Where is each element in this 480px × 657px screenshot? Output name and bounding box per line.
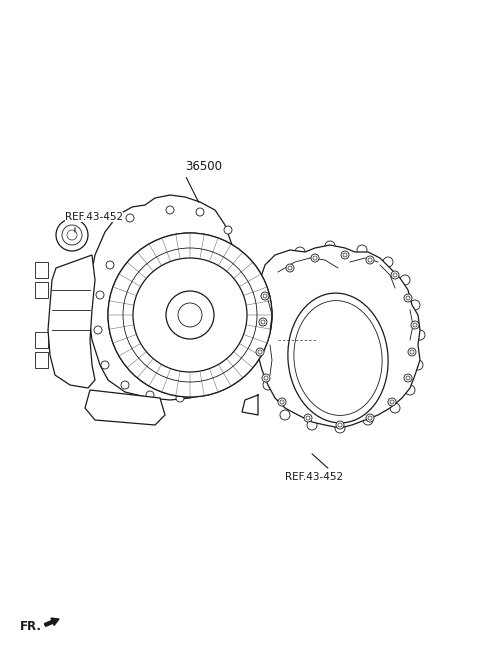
FancyArrow shape — [45, 618, 59, 626]
Circle shape — [413, 323, 417, 327]
Text: REF.43-452: REF.43-452 — [285, 472, 343, 482]
Circle shape — [295, 247, 305, 257]
Circle shape — [146, 391, 154, 399]
Polygon shape — [48, 255, 95, 388]
Circle shape — [178, 303, 202, 327]
Circle shape — [101, 361, 109, 369]
Circle shape — [405, 385, 415, 395]
Circle shape — [286, 264, 294, 272]
Circle shape — [121, 381, 129, 389]
Circle shape — [106, 261, 114, 269]
Circle shape — [306, 416, 310, 420]
Circle shape — [313, 256, 317, 260]
Circle shape — [325, 241, 335, 251]
Bar — [35, 282, 48, 298]
Circle shape — [263, 380, 273, 390]
Circle shape — [260, 355, 270, 365]
Circle shape — [166, 291, 214, 339]
Circle shape — [410, 300, 420, 310]
Bar — [35, 352, 48, 368]
Circle shape — [304, 414, 312, 422]
Circle shape — [408, 348, 416, 356]
Text: FR.: FR. — [20, 620, 42, 633]
Circle shape — [257, 330, 267, 340]
Circle shape — [338, 423, 342, 427]
Bar — [35, 262, 48, 278]
Ellipse shape — [288, 293, 388, 423]
Circle shape — [363, 415, 373, 425]
Circle shape — [280, 410, 290, 420]
Circle shape — [259, 318, 267, 326]
Circle shape — [311, 254, 319, 262]
Circle shape — [224, 226, 232, 234]
Circle shape — [126, 214, 134, 222]
Circle shape — [206, 386, 214, 394]
Circle shape — [176, 394, 184, 402]
Circle shape — [336, 421, 344, 429]
Circle shape — [404, 374, 412, 382]
Circle shape — [258, 350, 262, 354]
Circle shape — [413, 360, 423, 370]
Circle shape — [357, 245, 367, 255]
Circle shape — [196, 208, 204, 216]
Polygon shape — [88, 195, 232, 400]
Circle shape — [368, 258, 372, 262]
Circle shape — [368, 416, 372, 420]
Circle shape — [390, 403, 400, 413]
Circle shape — [262, 374, 270, 382]
Circle shape — [280, 400, 284, 404]
Circle shape — [166, 206, 174, 214]
Circle shape — [264, 376, 268, 380]
Circle shape — [261, 292, 269, 300]
Circle shape — [278, 398, 286, 406]
Circle shape — [410, 350, 414, 354]
Circle shape — [341, 251, 349, 259]
Circle shape — [406, 376, 410, 380]
Circle shape — [391, 271, 399, 279]
Circle shape — [231, 256, 239, 264]
Polygon shape — [256, 245, 420, 428]
Circle shape — [400, 275, 410, 285]
Circle shape — [260, 305, 270, 315]
Circle shape — [406, 296, 410, 300]
Circle shape — [390, 400, 394, 404]
Circle shape — [307, 420, 317, 430]
Circle shape — [94, 326, 102, 334]
Circle shape — [388, 398, 396, 406]
Circle shape — [108, 233, 272, 397]
Circle shape — [415, 330, 425, 340]
Circle shape — [411, 321, 419, 329]
Circle shape — [366, 414, 374, 422]
Circle shape — [393, 273, 397, 277]
Circle shape — [96, 291, 104, 299]
Circle shape — [404, 294, 412, 302]
Circle shape — [263, 294, 267, 298]
Circle shape — [343, 253, 347, 257]
Polygon shape — [85, 390, 165, 425]
Bar — [35, 332, 48, 348]
Circle shape — [267, 260, 277, 270]
Circle shape — [261, 320, 265, 324]
Circle shape — [288, 266, 292, 270]
Circle shape — [335, 423, 345, 433]
Circle shape — [383, 257, 393, 267]
Text: 36500: 36500 — [185, 160, 222, 173]
Circle shape — [256, 348, 264, 356]
Circle shape — [224, 366, 232, 374]
Text: REF.43-452: REF.43-452 — [65, 212, 123, 222]
Circle shape — [366, 256, 374, 264]
